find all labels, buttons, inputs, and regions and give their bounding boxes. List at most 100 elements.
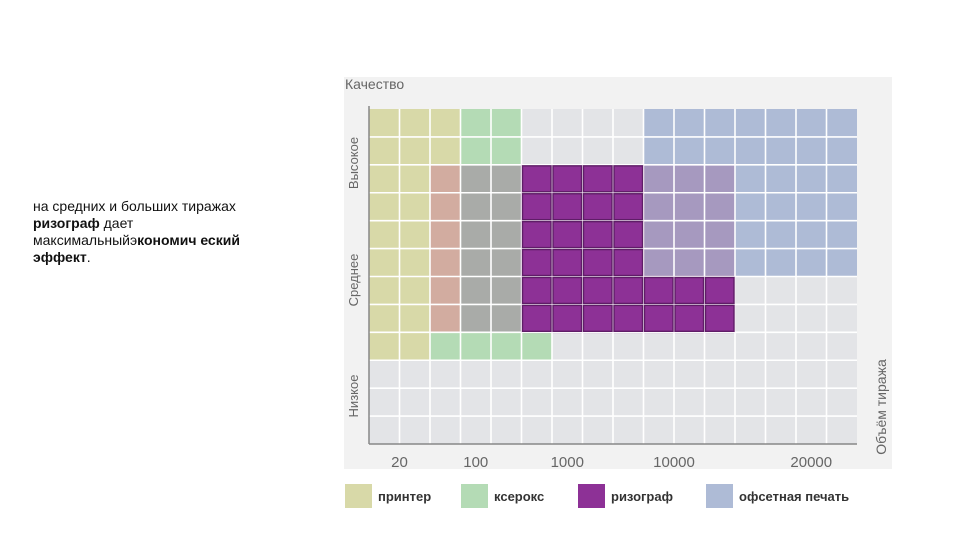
cell-offset <box>765 248 796 277</box>
cell-printer <box>399 192 430 221</box>
cell-offset <box>765 164 796 193</box>
legend-swatch <box>706 484 733 508</box>
cell-riso <box>612 275 645 306</box>
cell-riso-outline <box>552 304 583 333</box>
cell-riso-outline <box>582 304 613 333</box>
cell-riso-outline <box>582 193 613 221</box>
cell-offset <box>704 109 735 137</box>
cell-copier <box>491 109 522 137</box>
cell-offset_dark <box>704 164 735 193</box>
cell-printer <box>369 109 400 137</box>
legend-label: принтер <box>378 489 431 504</box>
y-band-label-mid: Среднее <box>346 254 361 307</box>
cell-copier_gray <box>491 304 522 333</box>
cell-blend <box>430 304 461 333</box>
cell-offset <box>735 136 766 165</box>
cell-printer <box>399 109 430 137</box>
cell-offset <box>765 136 796 165</box>
cell-riso <box>520 219 553 250</box>
cell-riso-outline <box>521 276 552 305</box>
legend: принтер ксерокс ризограф офсетная печать <box>345 484 849 508</box>
slide-text-part3: . <box>86 249 91 265</box>
legend-swatch <box>578 484 605 508</box>
cell-riso <box>551 247 584 278</box>
cell-riso-outline <box>613 193 644 221</box>
cell-copier <box>430 332 461 361</box>
legend-label: офсетная печать <box>739 489 849 504</box>
cell-riso-outline <box>521 193 552 221</box>
x-axis-label: Объём тиража <box>873 359 889 455</box>
cell-offset_dark <box>674 220 705 249</box>
cell-offset <box>826 109 857 137</box>
cell-copier_gray <box>491 220 522 249</box>
cell-copier_gray <box>460 164 491 193</box>
cell-riso <box>703 275 736 306</box>
cell-offset <box>735 248 766 277</box>
cell-riso <box>581 219 614 250</box>
cell-riso <box>612 164 645 194</box>
cell-offset <box>796 109 827 137</box>
cell-printer <box>399 276 430 305</box>
cell-offset_dark <box>643 192 674 221</box>
cell-printer <box>369 220 400 249</box>
cell-riso-outline <box>552 220 583 249</box>
cell-riso-outline <box>552 276 583 305</box>
cell-printer <box>399 304 430 333</box>
x-tick-label: 1000 <box>551 454 584 471</box>
cell-offset_dark <box>643 220 674 249</box>
cell-riso <box>612 247 645 278</box>
cell-offset <box>796 248 827 277</box>
cell-offset <box>796 136 827 165</box>
cell-riso <box>581 275 614 306</box>
cell-riso-outline <box>521 220 552 249</box>
cell-offset <box>704 136 735 165</box>
slide-text-bold1: ризограф <box>33 215 100 231</box>
cell-offset <box>796 220 827 249</box>
x-tick-label: 10000 <box>653 454 695 471</box>
cell-printer <box>430 136 461 165</box>
cell-riso <box>551 219 584 250</box>
cell-copier <box>491 332 522 361</box>
cell-copier_gray <box>460 192 491 221</box>
cell-offset <box>674 136 705 165</box>
cell-riso <box>612 192 645 222</box>
cell-offset_dark <box>704 220 735 249</box>
cell-blend <box>430 248 461 277</box>
cell-riso-outline <box>643 276 674 305</box>
y-band-label-high: Высокое <box>346 137 361 189</box>
cell-printer <box>369 248 400 277</box>
cell-riso <box>520 164 553 194</box>
cell-riso-outline <box>613 165 644 193</box>
cell-riso-outline <box>521 165 552 193</box>
cell-offset <box>643 109 674 137</box>
legend-label: ксерокс <box>494 489 544 504</box>
cell-blend <box>430 192 461 221</box>
cell-riso-outline <box>674 304 705 333</box>
cell-printer <box>399 136 430 165</box>
cell-offset <box>735 220 766 249</box>
cell-riso-outline <box>613 248 644 277</box>
cell-riso-outline <box>613 304 644 333</box>
cell-offset_dark <box>674 192 705 221</box>
cell-printer <box>369 192 400 221</box>
cell-riso-outline <box>552 193 583 221</box>
legend-label: ризограф <box>611 489 673 504</box>
x-tick-label: 20 <box>391 454 408 471</box>
cell-printer <box>369 304 400 333</box>
cell-riso-outline <box>521 304 552 333</box>
cell-copier <box>521 332 552 361</box>
cell-riso <box>673 275 706 306</box>
cell-copier_gray <box>460 220 491 249</box>
x-ticks: 20 100 1000 10000 20000 <box>391 454 832 471</box>
x-tick-label: 100 <box>463 454 488 471</box>
chart-title: Качество <box>345 76 404 92</box>
cell-offset <box>643 136 674 165</box>
cell-copier_gray <box>491 248 522 277</box>
cell-riso <box>581 164 614 194</box>
cell-offset <box>735 164 766 193</box>
cell-blend <box>430 164 461 193</box>
cell-offset_dark <box>674 248 705 277</box>
cell-riso-outline <box>674 276 705 305</box>
cell-riso <box>703 303 736 334</box>
cell-offset <box>735 192 766 221</box>
